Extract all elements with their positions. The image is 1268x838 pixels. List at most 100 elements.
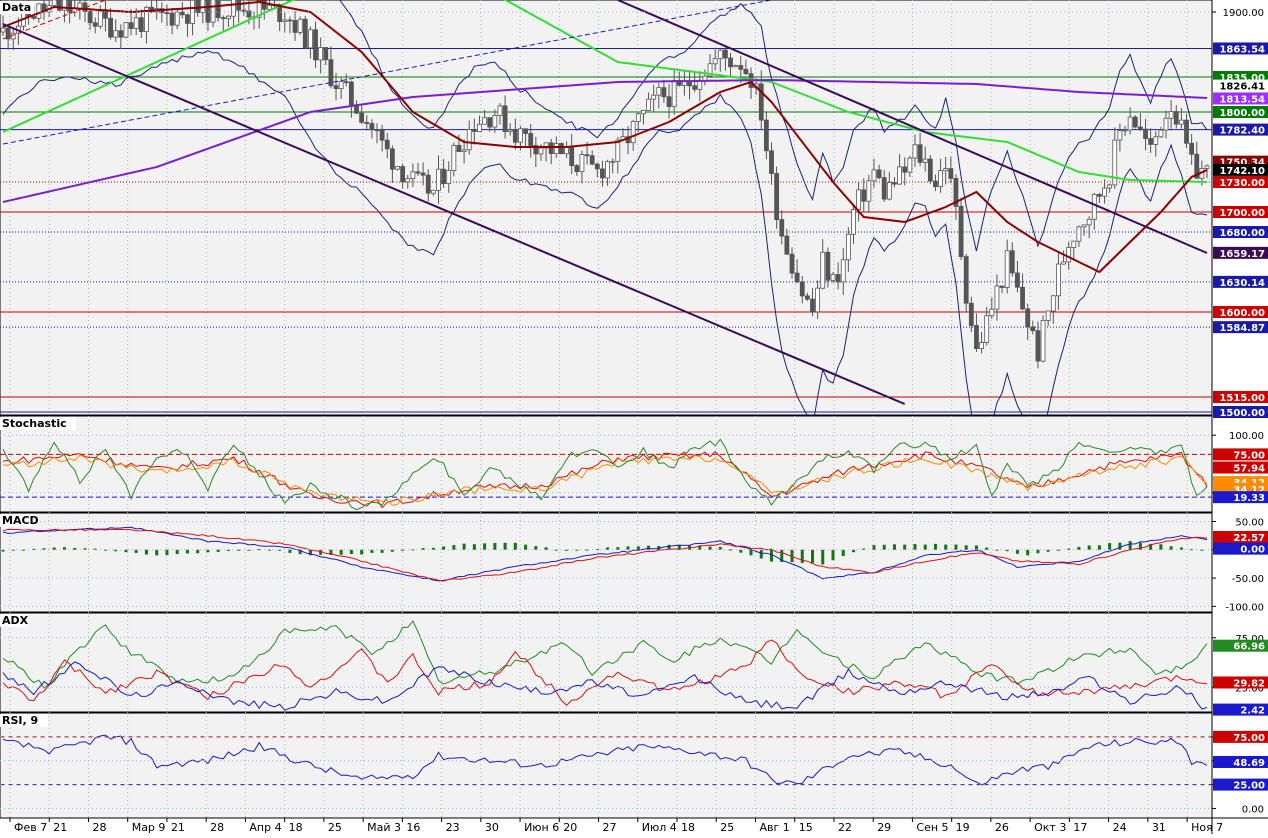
price-tag-label: 1826.41 [1219,82,1265,93]
indicator-series-line [2,528,1208,582]
price-tag-label: 34.12 [1233,485,1265,496]
macd-histogram-bar [585,549,589,551]
candle-body [379,129,385,141]
candle-body [610,160,616,163]
candle-body [559,143,564,155]
candle-body [717,49,723,60]
candle-body [933,180,938,188]
macd-histogram-bar [257,549,261,551]
candle-body [979,342,984,349]
candle-body [897,166,902,185]
price-tag [1213,730,1268,743]
price-tag-label: 1515.00 [1219,393,1265,404]
macd-histogram-bar [124,549,128,553]
macd-histogram-bar [1026,549,1030,556]
x-tick-label: Авг 1 [759,821,789,834]
candle-body [938,170,943,188]
macd-histogram-bar [1036,549,1040,554]
price-tag [1213,406,1268,418]
price-tag [1213,79,1268,92]
price-tag [1213,163,1268,176]
panel-title-bg [0,417,76,430]
candle-body [205,0,211,23]
candle-body [133,17,139,29]
price-tag [1213,275,1268,288]
macd-histogram-bar [974,545,978,550]
macd-histogram-bar [216,549,220,552]
candle-body [548,142,554,155]
candle-body [1066,247,1072,263]
candle-body [963,256,969,304]
candle-body [246,10,252,18]
candle-body [1112,139,1118,186]
macd-histogram-bar [1128,541,1132,550]
x-tick-label: 18 [681,821,695,834]
candle-body [851,209,856,235]
macd-histogram-bar [32,548,36,550]
macd-histogram-bar [196,549,200,554]
macd-histogram-bar [698,545,702,550]
macd-histogram-bar [431,547,435,550]
candle-body [528,133,534,146]
macd-histogram-bar [370,549,374,553]
panel-title: ADX [0,614,29,627]
candle-body [308,29,313,49]
macd-histogram-bar [954,544,958,550]
x-tick-label: 29 [877,821,891,834]
x-tick-label: 20 [563,821,577,834]
macd-histogram-bar [493,543,497,550]
macd-histogram-bar [944,544,948,550]
candle-body [1173,111,1179,125]
candle-body [707,63,713,77]
x-tick-label: Май 3 [367,821,401,834]
candle-body [1204,165,1210,169]
macd-histogram-bar [1149,543,1153,550]
candle-body [0,27,6,33]
candle-body [835,274,841,283]
candle-body [384,139,390,150]
price-tag-label: 1742.10 [1219,166,1265,177]
panel-title-bg [0,514,34,527]
candle-body [1035,330,1041,362]
trend-line [2,0,772,145]
price-tag [1213,246,1268,259]
macd-histogram-bar [841,549,845,557]
candle-body [1127,116,1133,131]
candle-body [302,18,308,49]
candle-body [1178,119,1184,125]
candle-body [641,110,646,115]
macd-histogram-bar [1138,542,1142,550]
x-tick-label: Июн 6 [524,821,559,834]
trend-line [617,0,1208,254]
candle-body [876,169,882,179]
macd-histogram-bar [1005,549,1009,552]
candle-body [1168,111,1174,119]
macd-histogram-bar [267,549,271,551]
candle-body [1107,184,1113,189]
candle-body [215,0,221,19]
macd-histogram-bar [503,542,507,550]
candle-body [656,87,662,96]
candle-body [794,272,800,283]
candle-body [1184,119,1189,144]
macd-histogram-bar [52,547,56,550]
price-tag [1213,42,1268,55]
candle-body [1102,187,1107,197]
candle-body [425,174,431,194]
candle-body [226,15,231,20]
price-tag-label: 57.94 [1233,464,1265,475]
candle-body [712,58,718,65]
candle-body [267,4,272,10]
panel-title-bg [0,614,27,627]
price-tag-label: 1630.14 [1219,278,1265,289]
price-tag-label: 75.00 [1233,733,1265,744]
candle-body [507,129,513,133]
candle-body [779,219,785,237]
indicator-panel-2 [1,526,1208,582]
macd-histogram-bar [882,544,886,550]
candle-body [185,14,190,24]
price-tag-label: 1750.34 [1219,158,1265,169]
macd-histogram-bar [616,547,620,550]
candle-body [738,65,744,70]
macd-histogram-bar [1118,542,1122,550]
